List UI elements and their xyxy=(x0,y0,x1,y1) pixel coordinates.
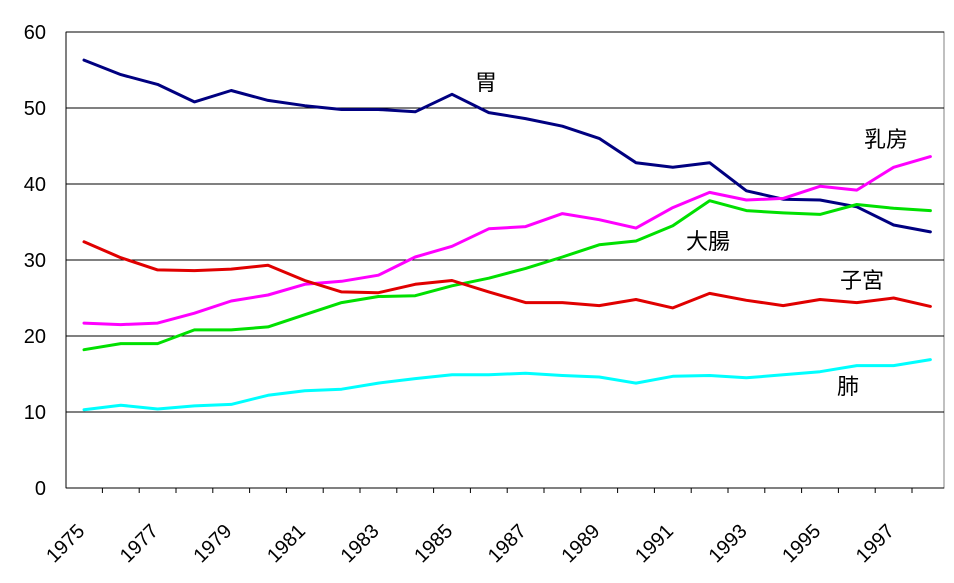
series-label: 胃 xyxy=(475,71,497,96)
axes xyxy=(65,32,944,493)
series-line-1 xyxy=(82,58,932,234)
x-tick-label: 1983 xyxy=(337,520,384,567)
series-line-3 xyxy=(82,199,932,352)
x-tick-label: 1987 xyxy=(484,520,531,567)
series-line-2 xyxy=(82,155,932,327)
y-tick-label: 50 xyxy=(24,98,46,120)
x-tick-label: 1989 xyxy=(557,520,604,567)
y-axis-tick-labels: 0 10 20 30 40 50 60 xyxy=(24,22,46,500)
series-lines xyxy=(82,58,932,412)
x-tick-label: 1993 xyxy=(705,520,752,567)
series-label: 乳房 xyxy=(864,128,908,153)
x-tick-label: 1975 xyxy=(42,520,89,567)
y-tick-label: 40 xyxy=(24,174,46,196)
x-tick-label: 1981 xyxy=(263,520,310,567)
x-tick-label: 1977 xyxy=(116,520,163,567)
gridlines xyxy=(66,31,944,413)
y-tick-label: 30 xyxy=(24,250,46,272)
x-tick-label: 1985 xyxy=(410,520,457,567)
y-tick-label: 60 xyxy=(24,22,46,44)
x-tick-label: 1991 xyxy=(631,520,678,567)
y-tick-label: 20 xyxy=(24,326,46,348)
y-tick-label: 0 xyxy=(35,478,46,500)
series-label: 肺 xyxy=(837,375,859,400)
x-tick-label: 1979 xyxy=(189,520,236,567)
series-label: 子宮 xyxy=(840,269,884,294)
x-tick-label: 1995 xyxy=(778,520,825,567)
y-tick-label: 10 xyxy=(24,402,46,424)
series-line-4 xyxy=(82,240,932,310)
series-label: 大腸 xyxy=(686,230,730,255)
series-line-5 xyxy=(82,358,932,412)
x-tick-label: 1997 xyxy=(852,520,899,567)
x-axis-tick-labels: 1975 1977 1979 1981 1983 1985 1987 1989 1991 1993… xyxy=(42,520,899,567)
